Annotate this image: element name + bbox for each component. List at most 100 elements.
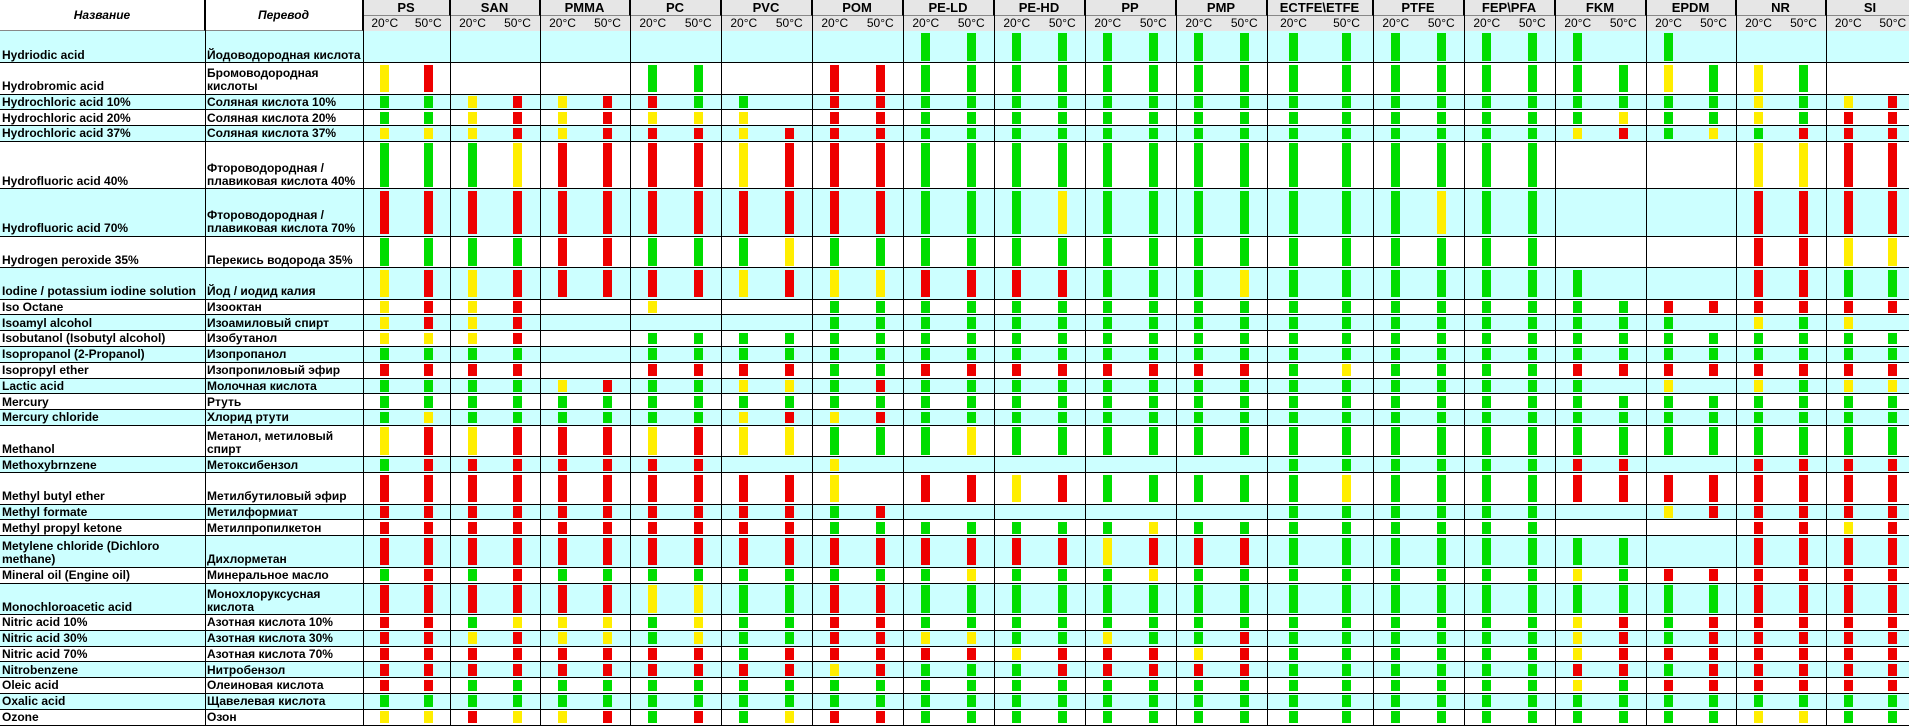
rating-bar-20c [1664,317,1673,329]
material-header-epdm: EPDM [1646,0,1736,16]
rating-bar-20c [1391,270,1400,298]
rating-bar-50c [1709,506,1718,518]
rating-bar-50c [1799,317,1808,329]
chemical-name: Nitric acid 10% [0,615,205,631]
rating-bar-50c [1437,270,1446,298]
rating-bar-20c [558,191,567,234]
rating-bar-20c [830,348,839,360]
chemical-translation: Перекись водорода 35% [205,236,363,268]
rating-bar-20c [1012,112,1021,124]
rating-bar-20c [1012,427,1021,455]
rating-bar-20c [648,112,657,124]
rating-bar-20c [1754,348,1763,360]
rating-bar-50c [785,680,794,692]
rating-bar-20c [921,364,930,376]
temp-20-label: 20°C [1464,16,1510,31]
rating-bar-20c [921,96,930,108]
rating-bar-50c [694,664,703,676]
rating-bar-20c [1103,333,1112,345]
temp-50-label: 50°C [767,16,813,31]
rating-bar-50c [1528,459,1537,471]
column-separator [1176,0,1177,725]
rating-bar-20c [1103,128,1112,140]
rating-bar-50c [1149,333,1158,345]
rating-bar-20c [468,143,477,186]
chemical-name: Hydrofluoric acid 40% [0,141,205,188]
rating-bar-20c [1664,569,1673,581]
rating-bar-50c [876,695,885,707]
rating-bar-20c [830,301,839,313]
rating-bar-20c [1573,65,1582,93]
rating-bar-20c [739,569,748,581]
rating-bar-20c [380,270,389,298]
rating-bar-20c [1194,348,1203,360]
rating-bar-50c [424,459,433,471]
rating-bar-50c [785,427,794,455]
rating-bar-50c [1240,648,1249,660]
rating-bar-50c [876,569,885,581]
rating-bar-20c [1664,348,1673,360]
chemical-translation: Хлорид ртути [205,410,363,426]
rating-bar-20c [1391,191,1400,234]
rating-bar-20c [1194,112,1203,124]
rating-bar-50c [1149,680,1158,692]
rating-bar-50c [967,301,976,313]
rating-bar-50c [424,522,433,534]
rating-bar-50c [1149,112,1158,124]
rating-bar-20c [1194,427,1203,455]
rating-bar-50c [1799,396,1808,408]
chemical-name: Mercury chloride [0,410,205,426]
rating-bar-20c [1103,711,1112,723]
rating-bar-50c [1619,475,1628,503]
rating-bar-20c [1012,617,1021,629]
rating-bar-20c [1754,569,1763,581]
chemical-name: Nitric acid 70% [0,646,205,662]
rating-bar-20c [1844,380,1853,392]
rating-bar-20c [1573,348,1582,360]
rating-bar-20c [1844,96,1853,108]
rating-bar-50c [1058,427,1067,455]
rating-bar-50c [1437,506,1446,518]
chemical-translation: Ртуть [205,394,363,410]
column-separator [1646,0,1647,725]
rating-bar-20c [1482,475,1491,503]
rating-bar-20c [1012,317,1021,329]
rating-bar-20c [1289,396,1298,408]
rating-bar-20c [739,191,748,234]
rating-bar-20c [380,348,389,360]
rating-bar-50c [967,427,976,455]
rating-bar-50c [1528,348,1537,360]
rating-bar-50c [967,396,976,408]
chemical-name: Methanol [0,425,205,457]
temp-20-label: 20°C [1555,16,1601,31]
rating-bar-20c [1573,33,1582,61]
row-separator [0,236,1909,237]
rating-bar-50c [1240,680,1249,692]
rating-bar-20c [1012,711,1021,723]
rating-bar-20c [648,270,657,298]
rating-bar-20c [1103,427,1112,455]
rating-bar-20c [558,680,567,692]
rating-bar-50c [1342,112,1351,124]
rating-bar-20c [1103,585,1112,613]
rating-bar-20c [1844,348,1853,360]
rating-bar-20c [1664,301,1673,313]
rating-bar-50c [603,412,612,424]
rating-bar-20c [1844,475,1853,503]
rating-bar-20c [1482,33,1491,61]
rating-bar-20c [1573,632,1582,644]
rating-bar-50c [967,112,976,124]
rating-bar-50c [1799,412,1808,424]
rating-bar-20c [558,664,567,676]
chemical-translation-text: Метилбутиловый эфир [207,490,347,503]
rating-bar-50c [694,538,703,566]
rating-bar-50c [513,585,522,613]
rating-bar-50c [603,270,612,298]
rating-bar-20c [830,380,839,392]
rating-bar-20c [1754,695,1763,707]
chemical-translation: Дихлорметан [205,536,363,568]
row-separator [0,567,1909,568]
rating-bar-20c [1194,270,1203,298]
rating-bar-20c [380,585,389,613]
rating-bar-20c [1482,711,1491,723]
